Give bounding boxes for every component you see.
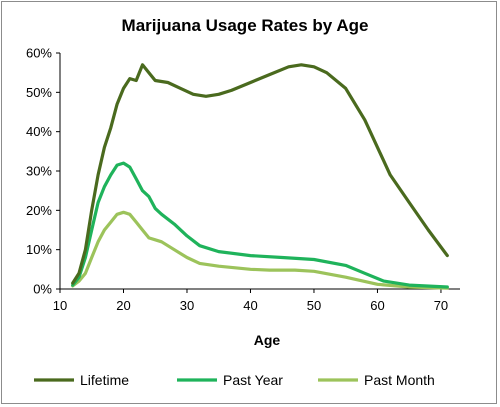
legend-label-past-month: Past Month: [364, 372, 435, 388]
chart-title: Marijuana Usage Rates by Age: [122, 16, 369, 35]
x-tick-label: 20: [116, 298, 130, 313]
x-tick-label: 30: [180, 298, 194, 313]
y-tick-label: 20%: [26, 203, 52, 218]
y-tick-label: 50%: [26, 85, 52, 100]
x-tick-label: 60: [370, 298, 384, 313]
x-axis-ticks: 10 20 30 40 50 60 70: [53, 289, 448, 313]
series-line-past-month: [71, 210, 449, 290]
y-tick-label: 40%: [26, 124, 52, 139]
x-tick-label: 50: [307, 298, 321, 313]
series-lines: [71, 63, 449, 290]
legend-label-past-year: Past Year: [223, 372, 283, 388]
series-line-lifetime: [71, 63, 449, 285]
x-axis-label: Age: [254, 332, 281, 348]
y-axis-ticks: 0% 10% 20% 30% 40% 50% 60%: [26, 46, 60, 297]
x-tick-label: 70: [434, 298, 448, 313]
legend-label-lifetime: Lifetime: [80, 372, 129, 388]
y-tick-label: 30%: [26, 164, 52, 179]
legend: Lifetime Past Year Past Month: [34, 372, 435, 388]
series-line-past-year: [71, 161, 449, 289]
y-tick-label: 0%: [33, 282, 52, 297]
x-tick-label: 10: [53, 298, 67, 313]
y-tick-label: 10%: [26, 242, 52, 257]
x-tick-label: 40: [243, 298, 257, 313]
y-tick-label: 60%: [26, 46, 52, 61]
